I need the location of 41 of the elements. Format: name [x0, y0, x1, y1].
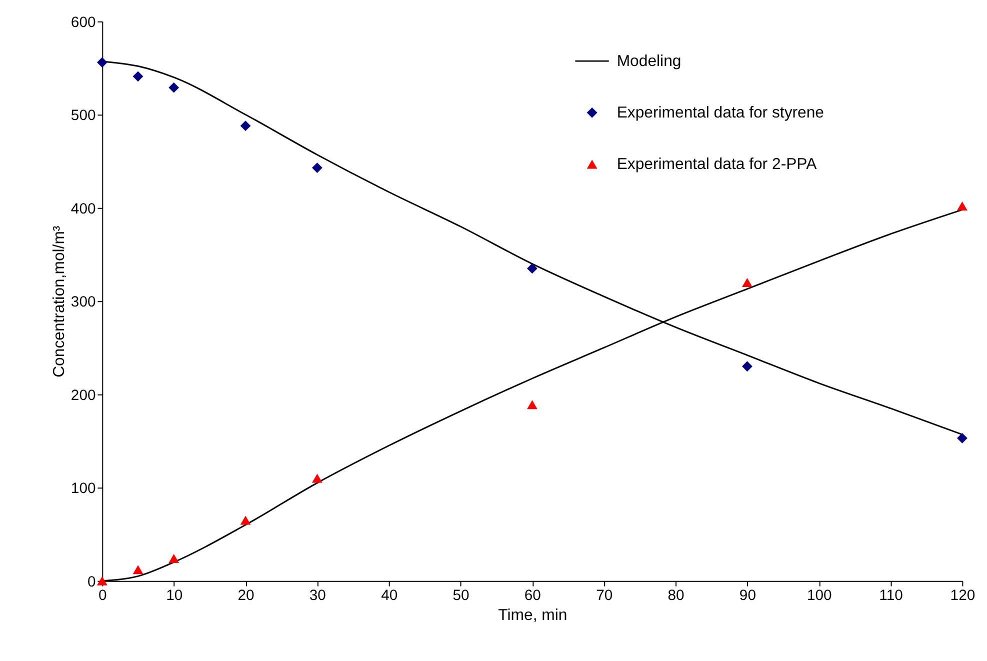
x-tick-label: 60: [524, 588, 541, 604]
point: [312, 474, 322, 483]
x-tick-label: 10: [166, 588, 183, 604]
x-tick-label: 70: [596, 588, 613, 604]
point: [742, 278, 752, 287]
y-tick-label: 200: [70, 388, 96, 404]
point: [240, 516, 251, 525]
point: [957, 202, 968, 211]
x-tick-label: 110: [879, 588, 903, 604]
x-tick-label: 90: [739, 588, 756, 604]
y-axis-title: Concentration,mol/m³: [50, 226, 68, 378]
point: [168, 554, 180, 563]
x-axis-title: Time, min: [498, 607, 568, 624]
legend-label: Experimental data for styrene: [616, 104, 824, 122]
point: [168, 82, 180, 93]
point: [742, 361, 752, 372]
x-tick-label: 30: [309, 588, 326, 604]
point: [132, 565, 144, 574]
x-tick-label: 120: [950, 588, 976, 604]
legend-label: Modeling: [616, 53, 682, 70]
point: [96, 576, 108, 586]
point: [957, 432, 968, 444]
x-tick-label: 80: [668, 588, 684, 604]
x-tick-label: 20: [238, 588, 254, 604]
point: [240, 120, 251, 132]
legend-label: Experimental data for 2-PPA: [616, 156, 818, 174]
point: [526, 263, 538, 274]
y-tick-label: 0: [87, 574, 96, 590]
y-tick-label: 600: [70, 14, 96, 31]
point: [96, 57, 108, 68]
y-tick-label: 100: [70, 481, 96, 498]
y-tick-label: 400: [70, 201, 96, 218]
y-tick-label: 500: [70, 108, 96, 124]
point: [312, 162, 322, 173]
x-tick-label: 0: [98, 588, 107, 604]
y-tick-label: 300: [70, 294, 96, 311]
point: [526, 400, 538, 410]
x-tick-label: 40: [381, 588, 398, 604]
x-tick-label: 100: [806, 588, 832, 604]
point: [132, 71, 144, 82]
x-tick-label: 50: [452, 588, 470, 604]
